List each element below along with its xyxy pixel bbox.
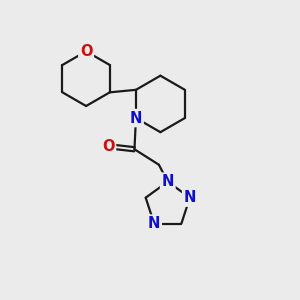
Text: N: N [148, 216, 160, 231]
Text: O: O [102, 139, 115, 154]
Text: N: N [184, 190, 196, 205]
Text: N: N [130, 110, 142, 125]
Text: N: N [162, 174, 174, 189]
Text: O: O [80, 44, 92, 59]
